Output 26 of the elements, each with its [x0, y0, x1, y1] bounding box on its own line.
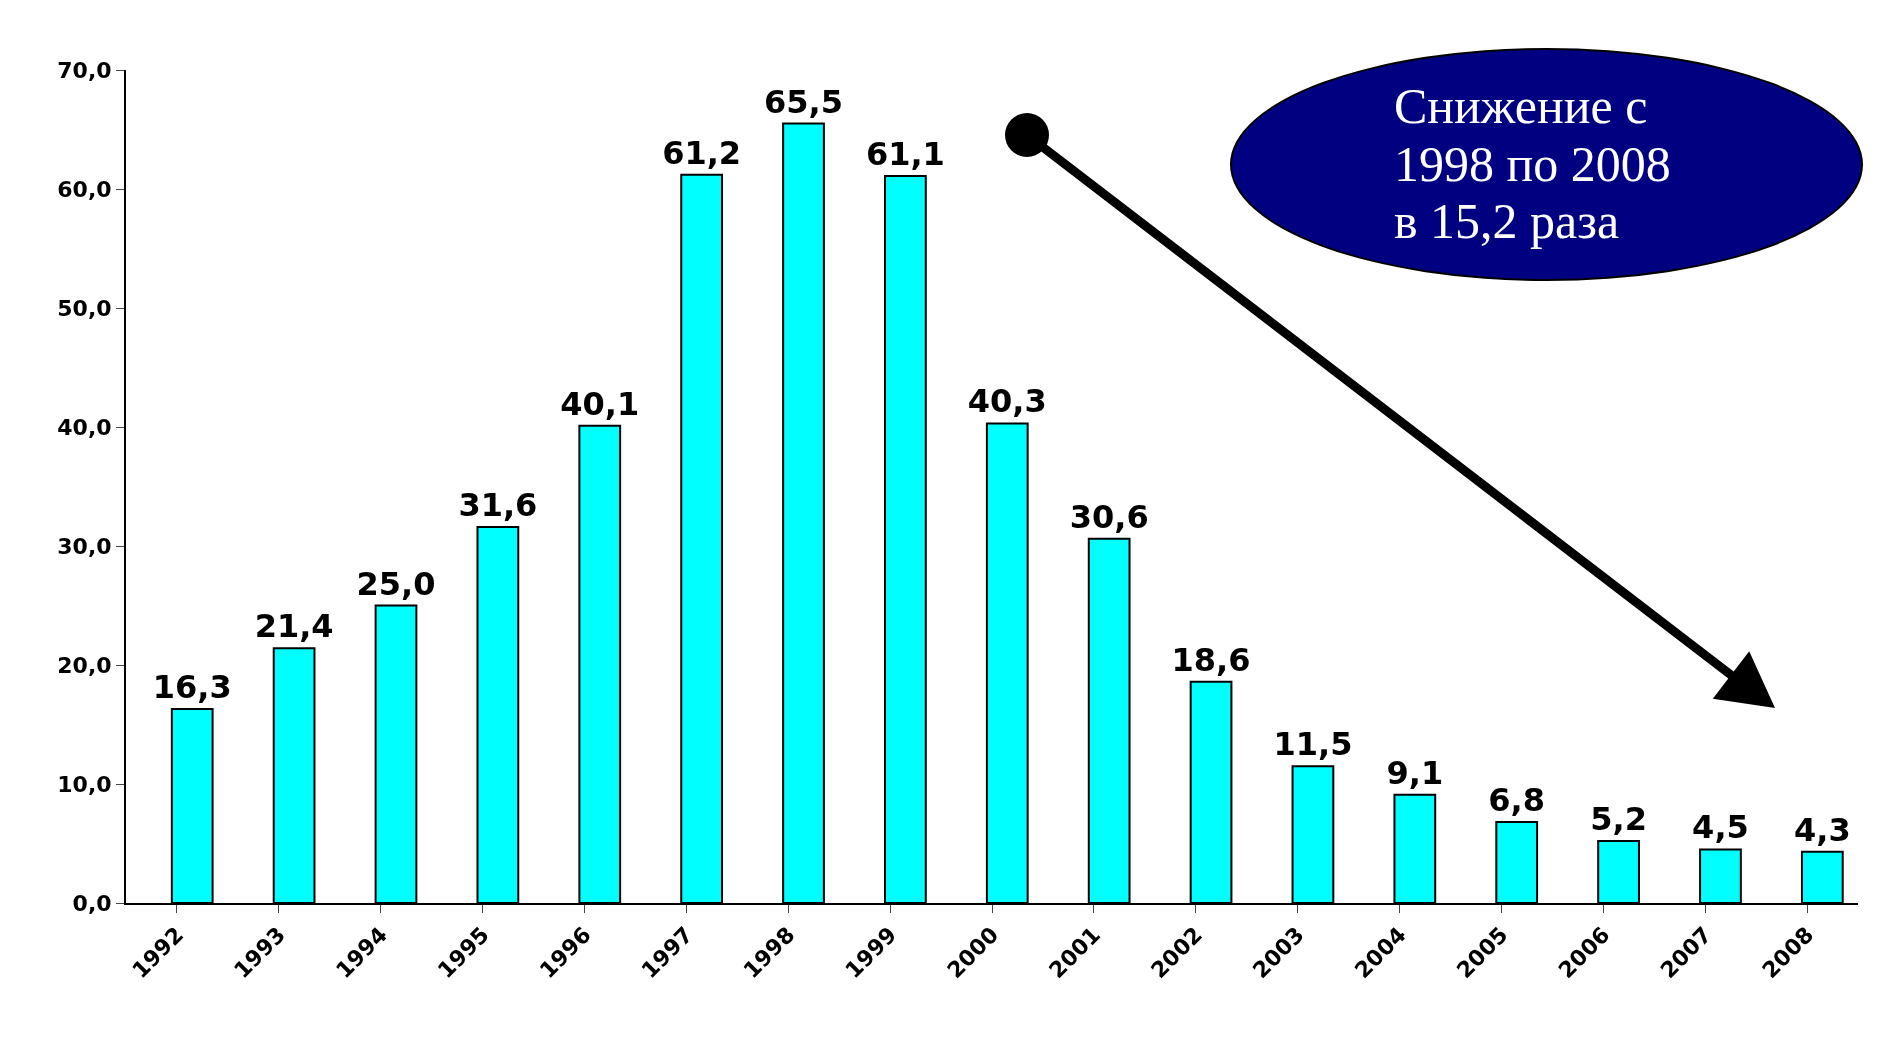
data-label: 9,1	[1386, 753, 1444, 792]
y-tick-label: 40,0	[57, 414, 112, 440]
data-label: 6,8	[1488, 781, 1546, 820]
data-label: 11,5	[1273, 725, 1353, 764]
data-label: 5,2	[1590, 800, 1647, 839]
data-label: 40,1	[560, 384, 640, 423]
y-tick-label: 30,0	[57, 533, 112, 559]
annotation: Снижение с 1998 по 2008 в 15,2 раза	[1394, 78, 1672, 251]
data-label: 4,3	[1794, 810, 1851, 849]
data-label: 61,1	[865, 134, 945, 173]
data-label: 18,6	[1171, 640, 1251, 679]
y-tick-label: 0,0	[72, 890, 112, 916]
data-label: 21,4	[254, 607, 334, 646]
data-label: 25,0	[356, 564, 436, 603]
y-tick-label: 10,0	[57, 771, 112, 797]
y-tick-label: 60,0	[57, 176, 112, 202]
data-label: 31,6	[458, 485, 538, 524]
data-label: 30,6	[1069, 497, 1149, 536]
y-tick-label: 50,0	[57, 295, 112, 321]
y-tick-label: 20,0	[57, 652, 112, 678]
y-tick-label: 70,0	[57, 57, 112, 83]
data-label: 16,3	[152, 668, 232, 707]
data-label: 61,2	[662, 133, 742, 172]
data-label: 40,3	[967, 382, 1047, 421]
data-label: 65,5	[764, 82, 843, 121]
data-label: 4,5	[1692, 808, 1749, 847]
